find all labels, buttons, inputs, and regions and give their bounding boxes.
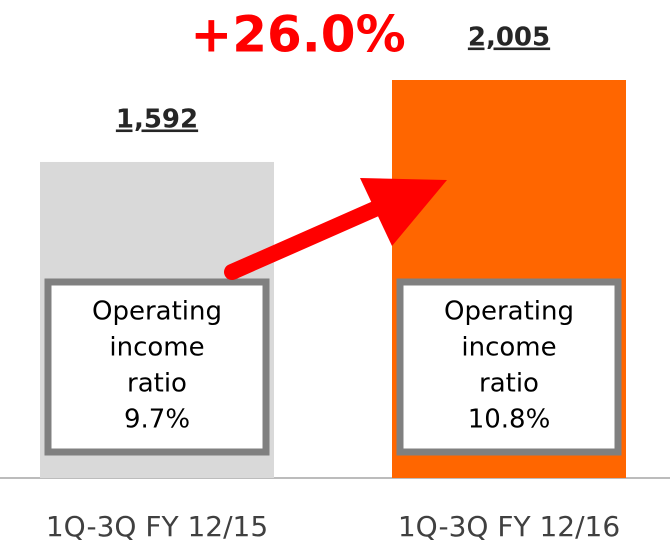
ratio-text: ratio [127,369,187,399]
ratio-box [396,278,622,456]
boxes: Operating income ratio 9.7% Operating income r… [44,278,622,456]
arrow-head [360,178,447,246]
ratio-text: 9.7% [124,405,190,435]
category-label: 1Q-3Q FY 12/15 [46,510,268,543]
ratio-box [44,278,270,456]
ratio-text: 10.8% [468,405,551,435]
ratio-text: income [461,333,556,363]
ratio-text: Operating [444,297,574,327]
ratio-text: income [109,333,204,363]
value-label: 1,592 [116,104,198,134]
value-label: 2,005 [468,23,550,53]
growth-arrow [224,178,447,280]
ratio-text: Operating [92,297,222,327]
growth-annotation: +26.0% [190,6,405,64]
ratio-text: ratio [479,369,539,399]
arrow-shaft [224,190,408,280]
category-label: 1Q-3Q FY 12/16 [398,510,620,543]
